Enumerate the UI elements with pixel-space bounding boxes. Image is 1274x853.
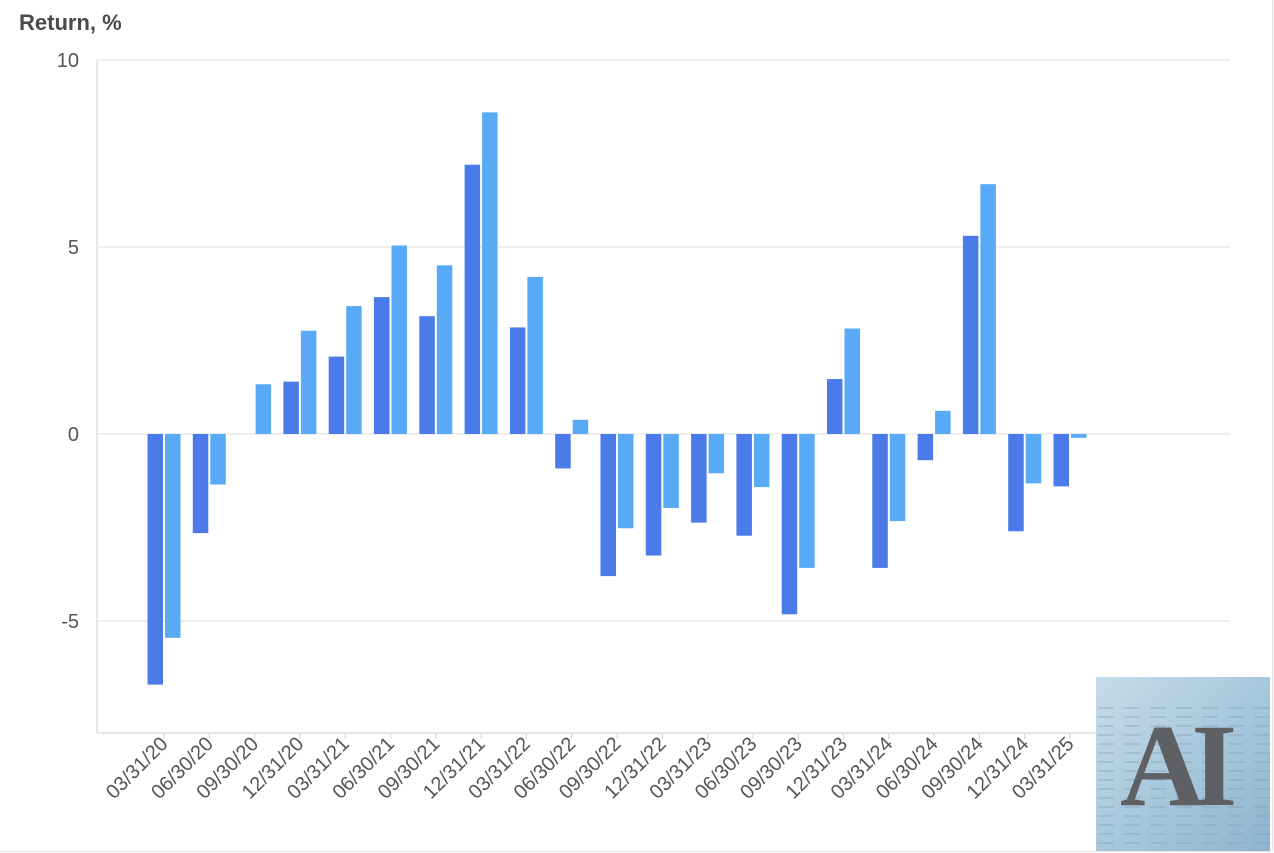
bar [464, 164, 481, 434]
bar [781, 434, 798, 615]
bar [980, 184, 996, 434]
bar [210, 434, 226, 485]
y-tick-label: 5 [68, 237, 79, 259]
y-tick-label: 10 [57, 50, 79, 72]
bar [192, 434, 209, 534]
bar [1008, 434, 1024, 532]
bar [962, 235, 979, 434]
bar [391, 245, 407, 434]
bar [436, 265, 453, 434]
bar [708, 434, 725, 474]
bar [872, 434, 888, 568]
y-axis-title: Return, % [19, 10, 122, 35]
bar [753, 434, 770, 488]
bar [255, 384, 272, 434]
bar [300, 330, 317, 434]
bar [889, 434, 906, 522]
y-tick-label: 0 [68, 424, 79, 446]
bar [374, 297, 390, 434]
bar [165, 434, 181, 638]
bar [328, 356, 345, 434]
ai-logo: AI [1096, 677, 1270, 851]
bar [827, 379, 843, 434]
bar [736, 434, 752, 536]
bar [935, 410, 951, 434]
bar [482, 112, 498, 435]
bar [283, 381, 299, 434]
bar [618, 434, 634, 529]
bar [663, 434, 679, 509]
y-tick-label: -5 [61, 611, 79, 633]
bar [527, 276, 543, 434]
bar [691, 434, 707, 523]
bar [509, 327, 526, 434]
bar [917, 434, 934, 461]
bar [844, 328, 860, 434]
bar [572, 419, 589, 434]
bar [1071, 434, 1087, 438]
bar [645, 434, 662, 556]
bar [1053, 434, 1069, 487]
bar [1025, 434, 1042, 484]
logo-text: AI [1120, 700, 1233, 831]
bar [799, 434, 815, 568]
bar [600, 434, 616, 577]
bar [419, 316, 435, 434]
bar [147, 434, 163, 685]
bar [555, 434, 571, 469]
bar [346, 306, 362, 434]
